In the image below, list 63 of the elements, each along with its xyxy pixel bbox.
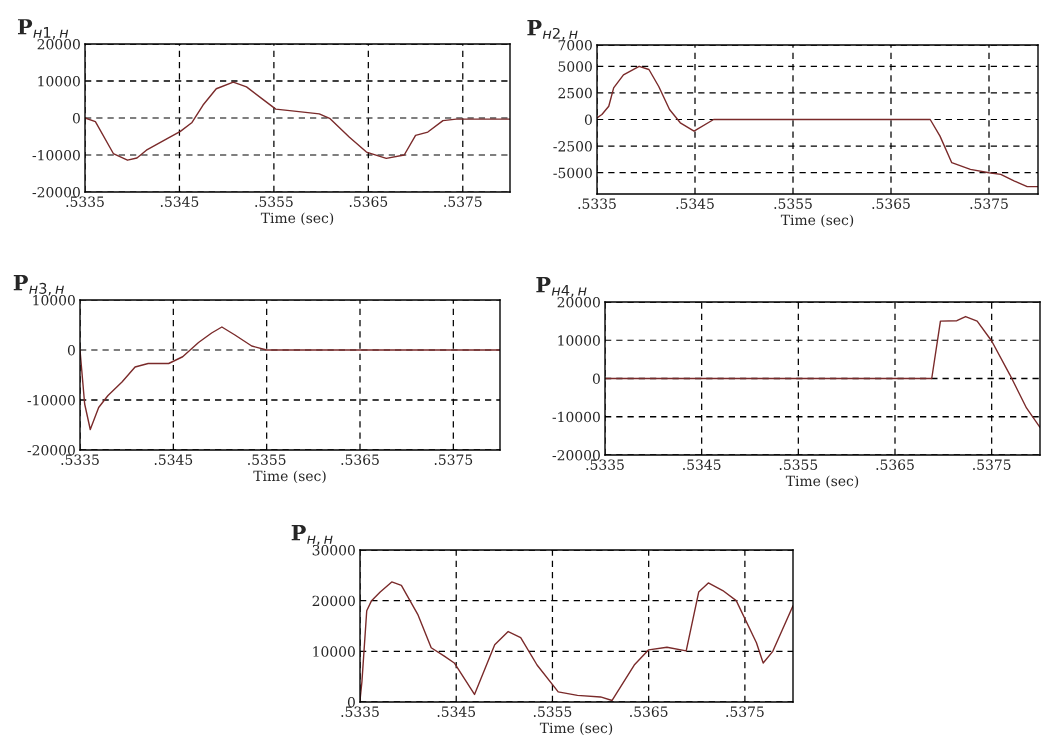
x-tick-label: .5375 [973, 459, 1011, 470]
y-tick-label: 20000 [312, 595, 355, 607]
x-tick-label: .5365 [876, 459, 914, 470]
y-tick-label: 7000 [558, 39, 592, 51]
chart-title: P$_{н3,н}$ [13, 275, 64, 296]
x-axis-title: Time (sec) [253, 470, 326, 484]
y-tick-label: 20000 [37, 38, 80, 50]
x-tick-label: .5365 [341, 454, 379, 465]
y-tick-label: 2500 [558, 87, 592, 99]
y-tick-label: -10000 [27, 394, 75, 406]
x-tick-label: .5345 [683, 459, 721, 470]
x-axis-title: Time (sec) [785, 475, 859, 489]
y-tick-label: -20000 [27, 444, 75, 456]
y-tick-label: -20000 [552, 449, 600, 461]
x-tick-label: .5345 [437, 706, 476, 717]
x-tick-label: .5365 [349, 196, 388, 207]
x-tick-label: .5345 [676, 198, 714, 209]
x-tick-label: .5355 [774, 198, 812, 209]
x-tick-label: .5375 [970, 198, 1008, 209]
chart-title: P$_{н2,н}$ [527, 20, 578, 41]
x-axis-title: Time (sec) [260, 212, 334, 226]
line-series [605, 315, 1040, 429]
y-tick-label: 30000 [312, 544, 355, 556]
y-tick-label: -10000 [32, 149, 80, 161]
x-tick-label: .5335 [341, 706, 379, 717]
line-series [85, 81, 510, 161]
x-tick-label: .5335 [586, 459, 624, 470]
y-tick-label: 0 [592, 373, 600, 384]
x-tick-label: .5355 [779, 459, 818, 470]
x-tick-label: .5345 [160, 196, 199, 207]
x-tick-label: .5375 [726, 706, 764, 717]
line-series [80, 326, 500, 431]
y-tick-label: 5000 [558, 61, 592, 72]
y-tick-label: 0 [67, 344, 75, 356]
x-tick-label: .5335 [61, 454, 99, 465]
chart-title: P$_{н,н}$ [291, 525, 333, 546]
x-tick-label: .5355 [248, 454, 286, 465]
x-tick-label: .5375 [444, 196, 482, 207]
x-tick-label: .5345 [154, 454, 193, 465]
x-axis-title: Time (sec) [539, 722, 613, 736]
y-tick-label: -2500 [553, 141, 592, 152]
line-series [597, 65, 1038, 188]
y-tick-label: 10000 [313, 646, 355, 657]
x-tick-label: .5365 [872, 198, 910, 209]
y-tick-label: -20000 [32, 186, 80, 198]
chart-title: P$_{н4,н}$ [536, 276, 587, 298]
y-tick-label: 10000 [33, 294, 75, 306]
y-tick-label: 0 [347, 696, 355, 708]
x-tick-label: .5365 [630, 706, 668, 717]
x-tick-label: .5355 [533, 706, 572, 717]
y-tick-label: -5000 [553, 167, 592, 179]
chart-title: P$_{н1,н}$ [17, 19, 69, 40]
x-axis-title: Time (sec) [780, 214, 854, 228]
y-tick-label: 0 [584, 114, 592, 125]
x-tick-label: .5335 [66, 196, 104, 207]
x-tick-label: .5335 [578, 198, 616, 209]
x-tick-label: .5375 [434, 454, 473, 465]
y-tick-label: 10000 [558, 335, 600, 346]
y-tick-label: 20000 [557, 296, 600, 308]
y-tick-label: 10000 [38, 75, 80, 87]
y-tick-label: 0 [72, 112, 80, 124]
y-tick-label: -10000 [552, 411, 600, 423]
x-tick-label: .5355 [255, 196, 293, 207]
